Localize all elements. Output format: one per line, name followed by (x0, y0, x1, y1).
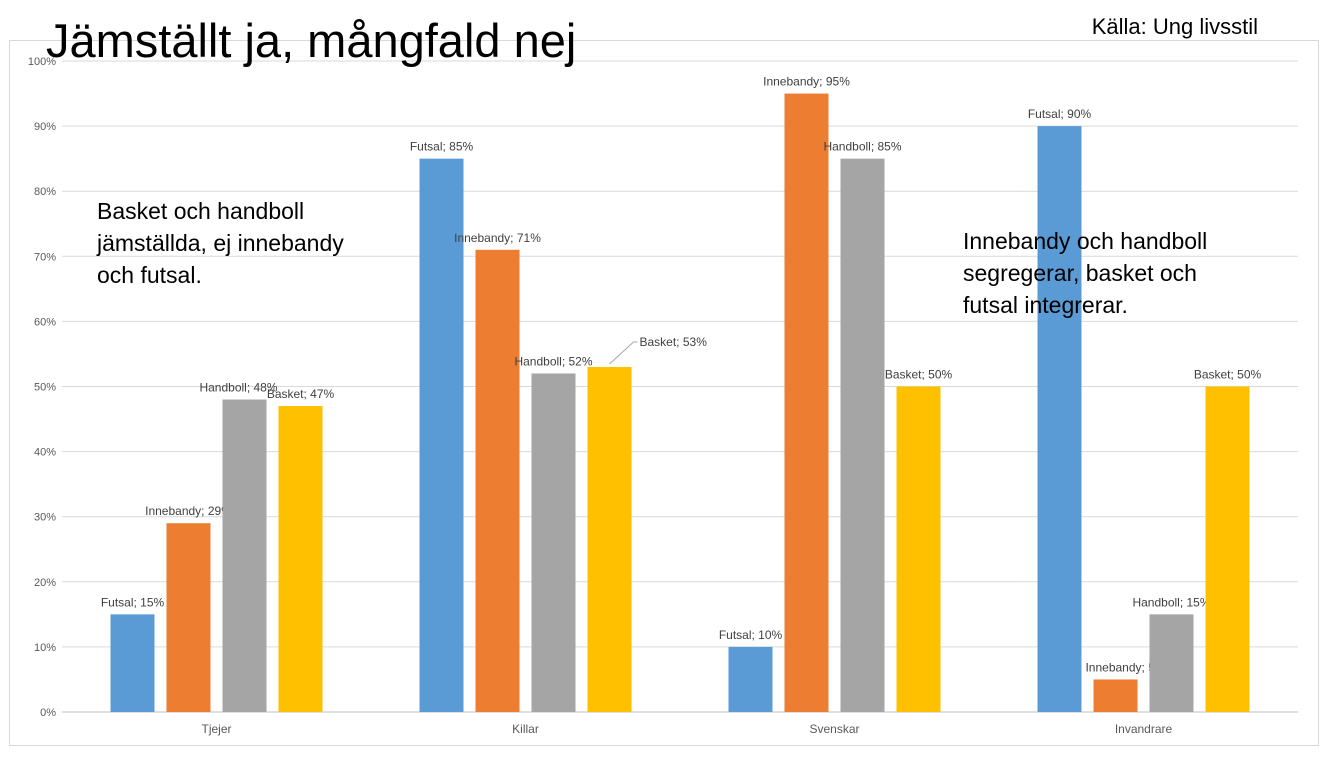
category-label: Svenskar (809, 722, 859, 736)
y-tick-label: 60% (34, 316, 56, 328)
y-tick-label: 20% (34, 577, 56, 589)
data-label: Handboll; 52% (514, 354, 592, 368)
y-tick-label: 70% (34, 251, 56, 263)
bar-innebandy-killar (475, 249, 520, 713)
y-tick-label: 30% (34, 512, 56, 524)
bar-futsal-invandrare (1037, 126, 1082, 713)
data-label: Innebandy; 29% (145, 504, 232, 518)
y-tick-label: 40% (34, 447, 56, 459)
chart-area (9, 40, 1319, 746)
data-label: Handboll; 85% (823, 140, 901, 154)
category-label: Killar (512, 722, 539, 736)
category-label: Invandrare (1115, 722, 1173, 736)
y-tick-label: 100% (28, 56, 56, 68)
data-label: Basket; 47% (267, 387, 335, 401)
bar-handboll-svenskar (840, 158, 885, 712)
bar-futsal-svenskar (728, 646, 773, 712)
bar-handboll-killar (531, 373, 576, 712)
bar-handboll-tjejer (222, 399, 267, 712)
annotation-left: Basket och handboll jämställda, ej inneb… (97, 198, 344, 288)
bar-futsal-tjejer (110, 614, 155, 712)
bar-innebandy-invandrare (1093, 679, 1138, 712)
data-label: Futsal; 85% (410, 140, 474, 154)
annotation-right: Innebandy och handboll segregerar, baske… (963, 228, 1208, 318)
y-tick-label: 0% (40, 707, 56, 719)
data-label: Basket; 53% (640, 335, 708, 349)
data-label: Innebandy; 5% (1085, 660, 1165, 674)
bar-basket-invandrare (1205, 386, 1250, 712)
data-label: Futsal; 15% (101, 595, 165, 609)
bar-basket-tjejer (278, 406, 323, 712)
bar-handboll-invandrare (1149, 614, 1194, 712)
bar-basket-svenskar (896, 386, 941, 712)
data-label: Innebandy; 95% (763, 75, 850, 89)
bar-innebandy-tjejer (166, 523, 211, 712)
data-label: Futsal; 90% (1028, 107, 1092, 121)
data-label: Handboll; 15% (1132, 595, 1210, 609)
y-tick-label: 80% (34, 186, 56, 198)
data-label: Handboll; 48% (199, 381, 277, 395)
data-label: Innebandy; 71% (454, 231, 541, 245)
data-label: Futsal; 10% (719, 628, 783, 642)
bar-basket-killar (587, 366, 632, 712)
source-label: Källa: Ung livsstil (1091, 14, 1258, 39)
data-label: Basket; 50% (1194, 368, 1262, 382)
data-label: Basket; 50% (885, 368, 953, 382)
category-label: Tjejer (201, 722, 231, 736)
page-title: Jämställt ja, mångfald nej (46, 14, 577, 67)
bar-futsal-killar (419, 158, 464, 712)
y-tick-label: 10% (34, 642, 56, 654)
bar-innebandy-svenskar (784, 93, 829, 713)
y-tick-label: 90% (34, 121, 56, 133)
y-tick-label: 50% (34, 382, 56, 394)
leader-line (609, 341, 638, 365)
